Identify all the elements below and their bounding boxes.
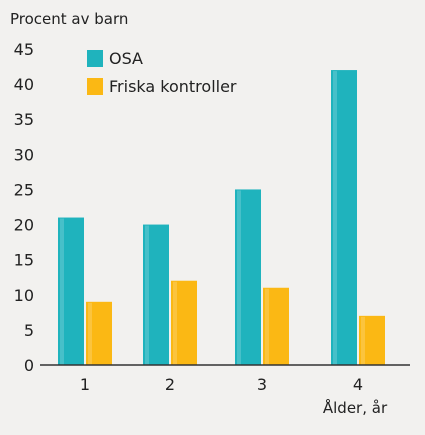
bar-highlight-friska-kontroller-4 bbox=[361, 316, 365, 365]
bar-osa-2 bbox=[143, 224, 169, 365]
x-axis-title: Ålder, år bbox=[323, 398, 388, 417]
bar-highlight-osa-3 bbox=[237, 190, 241, 365]
y-tick-label-35: 35 bbox=[14, 110, 34, 129]
bar-highlight-friska-kontroller-1 bbox=[88, 302, 92, 365]
y-axis-ticks: 0 5 10 15 20 25 30 35 40 45 bbox=[14, 40, 34, 375]
legend-label-osa: OSA bbox=[109, 49, 143, 68]
bar-osa-1 bbox=[58, 217, 84, 365]
y-axis-title: Procent av barn bbox=[10, 10, 128, 28]
bar-highlight-osa-2 bbox=[145, 225, 149, 365]
bar-friska-kontroller-3 bbox=[263, 287, 289, 365]
bar-highlight-osa-1 bbox=[60, 218, 64, 365]
legend-label-friska-kontroller: Friska kontroller bbox=[109, 77, 237, 96]
x-tick-label-1: 1 bbox=[80, 375, 90, 394]
legend-swatch-friska-kontroller bbox=[87, 78, 103, 95]
y-tick-label-20: 20 bbox=[14, 216, 34, 235]
y-tick-label-5: 5 bbox=[24, 321, 34, 340]
y-tick-label-40: 40 bbox=[14, 75, 34, 94]
y-tick-label-30: 30 bbox=[14, 145, 34, 164]
legend-swatch-osa bbox=[87, 50, 103, 67]
bar-osa-3 bbox=[235, 189, 261, 365]
bar-friska-kontroller-1 bbox=[86, 301, 112, 365]
bar-friska-kontroller-2 bbox=[171, 280, 197, 365]
legend: OSA Friska kontroller bbox=[87, 49, 237, 96]
bar-osa-4 bbox=[331, 70, 357, 366]
y-tick-label-45: 45 bbox=[14, 40, 34, 59]
bar-highlight-friska-kontroller-2 bbox=[173, 281, 177, 365]
x-tick-label-3: 3 bbox=[257, 375, 267, 394]
bars bbox=[58, 70, 385, 366]
bar-highlight-friska-kontroller-3 bbox=[265, 288, 269, 365]
y-tick-label-15: 15 bbox=[14, 251, 34, 270]
x-tick-label-2: 2 bbox=[165, 375, 175, 394]
x-tick-label-4: 4 bbox=[353, 375, 363, 394]
y-tick-label-0: 0 bbox=[24, 356, 34, 375]
bar-highlight-osa-4 bbox=[333, 71, 337, 366]
x-axis-ticks: 1 2 3 4 bbox=[80, 375, 363, 394]
y-tick-label-25: 25 bbox=[14, 180, 34, 199]
bar-friska-kontroller-4 bbox=[359, 315, 385, 365]
y-tick-label-10: 10 bbox=[14, 286, 34, 305]
